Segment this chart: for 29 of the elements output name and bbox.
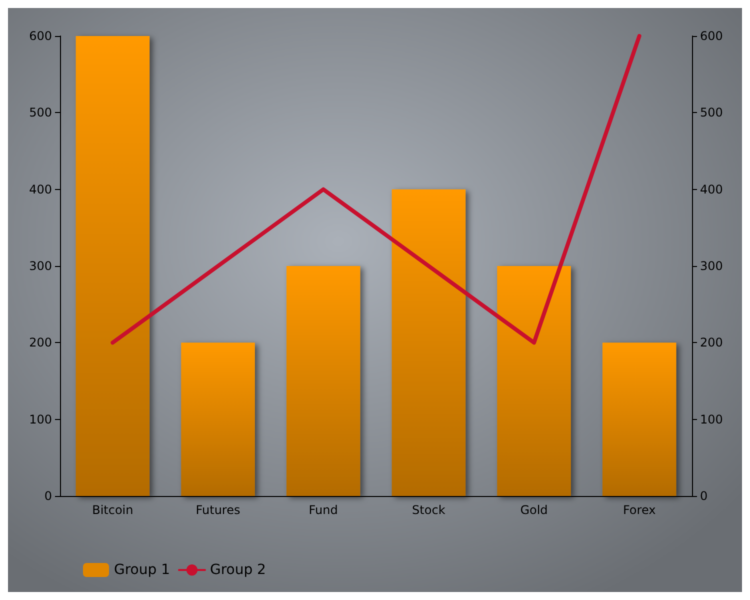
y2-tick-label: 600 [700, 29, 723, 43]
y-tick-label: 0 [44, 489, 52, 503]
y-tick-label: 400 [29, 182, 52, 196]
x-tick-label: Forex [622, 503, 656, 517]
legend-label: Group 2 [210, 562, 266, 578]
bar [181, 342, 255, 496]
x-tick-label: Stock [412, 503, 446, 517]
bar [392, 189, 466, 496]
legend-label: Group 1 [114, 562, 170, 578]
bar [602, 342, 676, 496]
y-tick-label: 600 [29, 29, 52, 43]
y2-tick-label: 200 [700, 336, 723, 350]
line-series [110, 34, 642, 345]
bar [286, 266, 360, 496]
x-tick-label: Futures [196, 503, 240, 517]
y-tick-label: 200 [29, 336, 52, 350]
x-tick-label: Bitcoin [92, 503, 134, 517]
y2-tick-label: 500 [700, 106, 723, 120]
y-tick-label: 100 [29, 412, 52, 426]
x-tick-label: Gold [520, 503, 548, 517]
bar [76, 36, 150, 496]
y-tick-label: 500 [29, 106, 52, 120]
y2-tick-label: 0 [700, 489, 708, 503]
y2-tick-label: 300 [700, 259, 723, 273]
x-tick-label: Fund [308, 503, 338, 517]
y-tick-label: 300 [29, 259, 52, 273]
y2-tick-label: 400 [700, 182, 723, 196]
bar [497, 266, 571, 496]
y2-tick-label: 100 [700, 412, 723, 426]
